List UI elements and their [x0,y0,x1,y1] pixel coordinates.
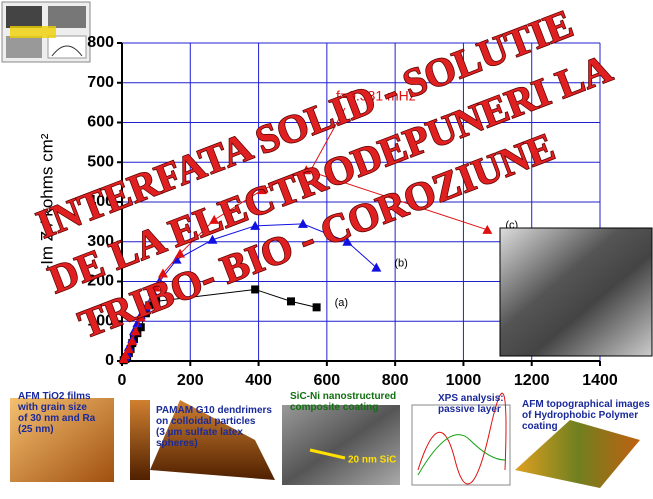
y-tick-label: 800 [87,34,114,51]
caption: 20 nm SiC [348,455,396,466]
caption: PAMAM G10 dendrimers on colloidal particl… [156,405,272,449]
marker [151,282,162,292]
marker [141,309,150,318]
pamam-image [150,400,275,480]
x-tick-label: 1400 [582,372,618,389]
caption: SiC-Ni nanostructured composite coating [290,391,396,413]
x-tick-label: 0 [118,372,127,389]
marker [251,285,260,294]
x-tick-label: 1200 [514,372,550,389]
marker [175,248,186,258]
marker [250,220,261,230]
marker [120,350,131,360]
marker [152,297,161,306]
y-tick-label: 100 [87,312,114,329]
marker [312,303,321,312]
polymer-image [515,420,640,488]
y-tick-label: 200 [87,273,114,290]
caption: AFM TiO2 films with grain size of 30 nm an… [17,391,96,435]
marker [123,344,134,354]
marker [371,262,382,272]
x-tick-label: 400 [245,372,272,389]
color-scale [130,400,150,480]
marker [171,254,182,264]
marker [342,236,353,246]
series-label: (b) [394,257,407,269]
marker [135,312,146,322]
sem-photo [499,227,653,357]
marker [157,268,168,278]
marker [301,165,312,175]
y-tick-label: 700 [87,74,114,91]
caption: XPS analysis: passive layer [438,393,504,415]
marker [482,224,493,234]
chart: 0 200 400 600 800 1000 1200 1400 0 100 200 300 400 50… [37,34,617,389]
marker [209,214,220,224]
logo [1,1,91,63]
annotation: f=0.381 mHz [336,88,416,104]
series-label: (a) [335,297,348,309]
xps-plot [411,404,511,486]
y-tick-label: 600 [87,114,114,131]
marker [287,297,296,306]
y-tick-label: 500 [87,153,114,170]
marker [132,318,143,328]
y-tick-label: 0 [105,352,114,369]
marker [256,185,267,195]
y-axis-label: -Im Z / kohms cm² [37,133,56,270]
x-tick-label: 600 [314,372,341,389]
x-tick-label: 200 [177,372,204,389]
y-tick-label: 400 [87,193,114,210]
scale-arrow [309,448,346,460]
marker [127,336,138,346]
sic-image [282,405,400,485]
caption: AFM topographical images of Hydrophobic P… [522,399,650,432]
x-tick-label: 800 [382,372,409,389]
annotation-line [311,107,346,169]
afm-image [10,398,114,482]
x-tick-label: 1000 [446,372,482,389]
marker [130,326,141,336]
marker [207,234,218,244]
marker [297,218,308,228]
marker [142,300,153,310]
y-tick-label: 300 [87,233,114,250]
